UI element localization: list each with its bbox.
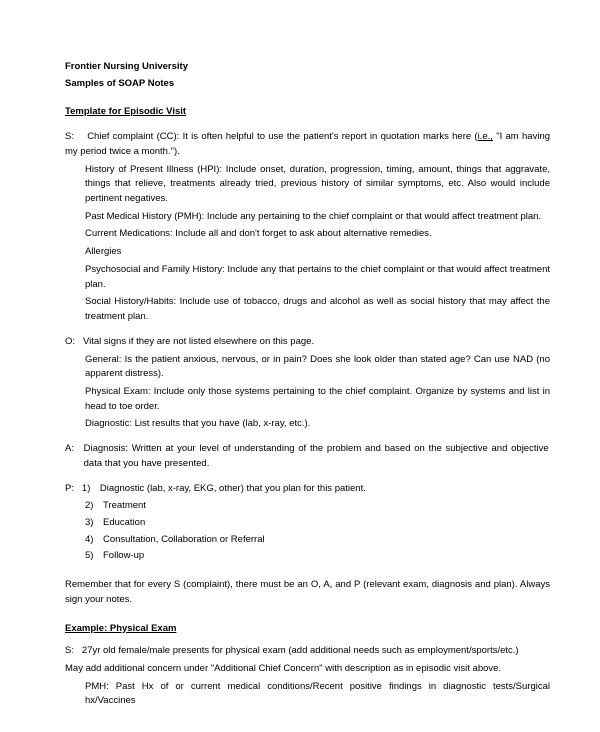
s-cc-ie: i.e., <box>478 131 493 142</box>
section-title-template: Template for Episodic Visit <box>65 105 550 120</box>
s-psych: Psychosocial and Family History: Include… <box>65 263 550 292</box>
p-item-5: Follow-up <box>103 550 144 561</box>
p-item-1: Diagnostic (lab, x-ray, EKG, other) that… <box>100 483 366 494</box>
s-cc-lead: Chief complaint (CC): It is often helpfu… <box>87 131 477 142</box>
a-text: Diagnosis: Written at your level of unde… <box>84 442 549 471</box>
s-allergies: Allergies <box>65 245 550 260</box>
section-p: P: 1)Diagnostic (lab, x-ray, EKG, other)… <box>65 482 550 565</box>
ex-add: May add additional concern under "Additi… <box>65 662 550 677</box>
o-general: General: Is the patient anxious, nervous… <box>65 353 550 382</box>
p-item-4: Consultation, Collaboration or Referral <box>103 534 265 545</box>
o-label: O: <box>65 336 75 347</box>
p-item-2: Treatment <box>103 500 146 511</box>
remember-text: Remember that for every S (complaint), t… <box>65 578 550 607</box>
s-label: S: <box>65 131 74 142</box>
p-num-1: 1) <box>82 482 100 497</box>
p-num-2: 2) <box>85 499 103 514</box>
s-hpi: History of Present Illness (HPI): Includ… <box>65 163 550 207</box>
header-line-2: Samples of SOAP Notes <box>65 77 550 92</box>
section-o: O: Vital signs if they are not listed el… <box>65 335 550 432</box>
o-diag: Diagnostic: List results that you have (… <box>65 417 550 432</box>
document-page: Frontier Nursing University Samples of S… <box>0 0 600 732</box>
p-num-3: 3) <box>85 516 103 531</box>
header-line-1: Frontier Nursing University <box>65 60 550 75</box>
section-title-example: Example: Physical Exam <box>65 622 550 637</box>
s-social: Social History/Habits: Include use of to… <box>65 295 550 324</box>
ex-pmh: PMH: Past Hx of or current medical condi… <box>65 680 550 709</box>
s-meds: Current Medications: Include all and don… <box>65 227 550 242</box>
section-a: A: Diagnosis: Written at your level of u… <box>65 442 550 471</box>
p-item-3: Education <box>103 517 145 528</box>
s-pmh: Past Medical History (PMH): Include any … <box>65 210 550 225</box>
ex-s-text: 27yr old female/male presents for physic… <box>82 645 519 656</box>
o-vitals: Vital signs if they are not listed elsew… <box>83 336 314 347</box>
a-label: A: <box>65 442 81 457</box>
p-num-5: 5) <box>85 549 103 564</box>
o-pe: Physical Exam: Include only those system… <box>65 385 550 414</box>
p-label: P: <box>65 483 74 494</box>
p-num-4: 4) <box>85 533 103 548</box>
ex-s-label: S: <box>65 645 74 656</box>
section-s: S: Chief complaint (CC): It is often hel… <box>65 130 550 325</box>
